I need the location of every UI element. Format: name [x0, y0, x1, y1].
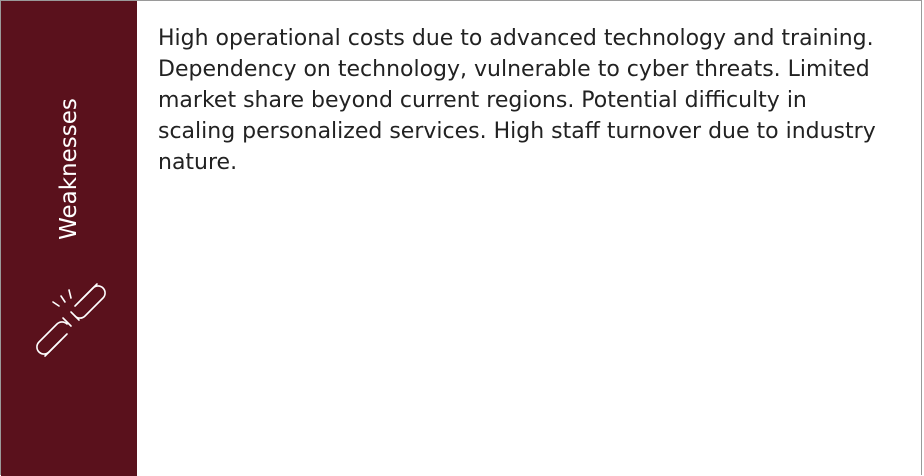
body-text: High operational costs due to advanced t…: [158, 26, 876, 175]
section-label: Weaknesses: [56, 98, 82, 240]
broken-chain-icon: [36, 283, 106, 357]
side-panel: Weaknesses: [1, 1, 137, 476]
